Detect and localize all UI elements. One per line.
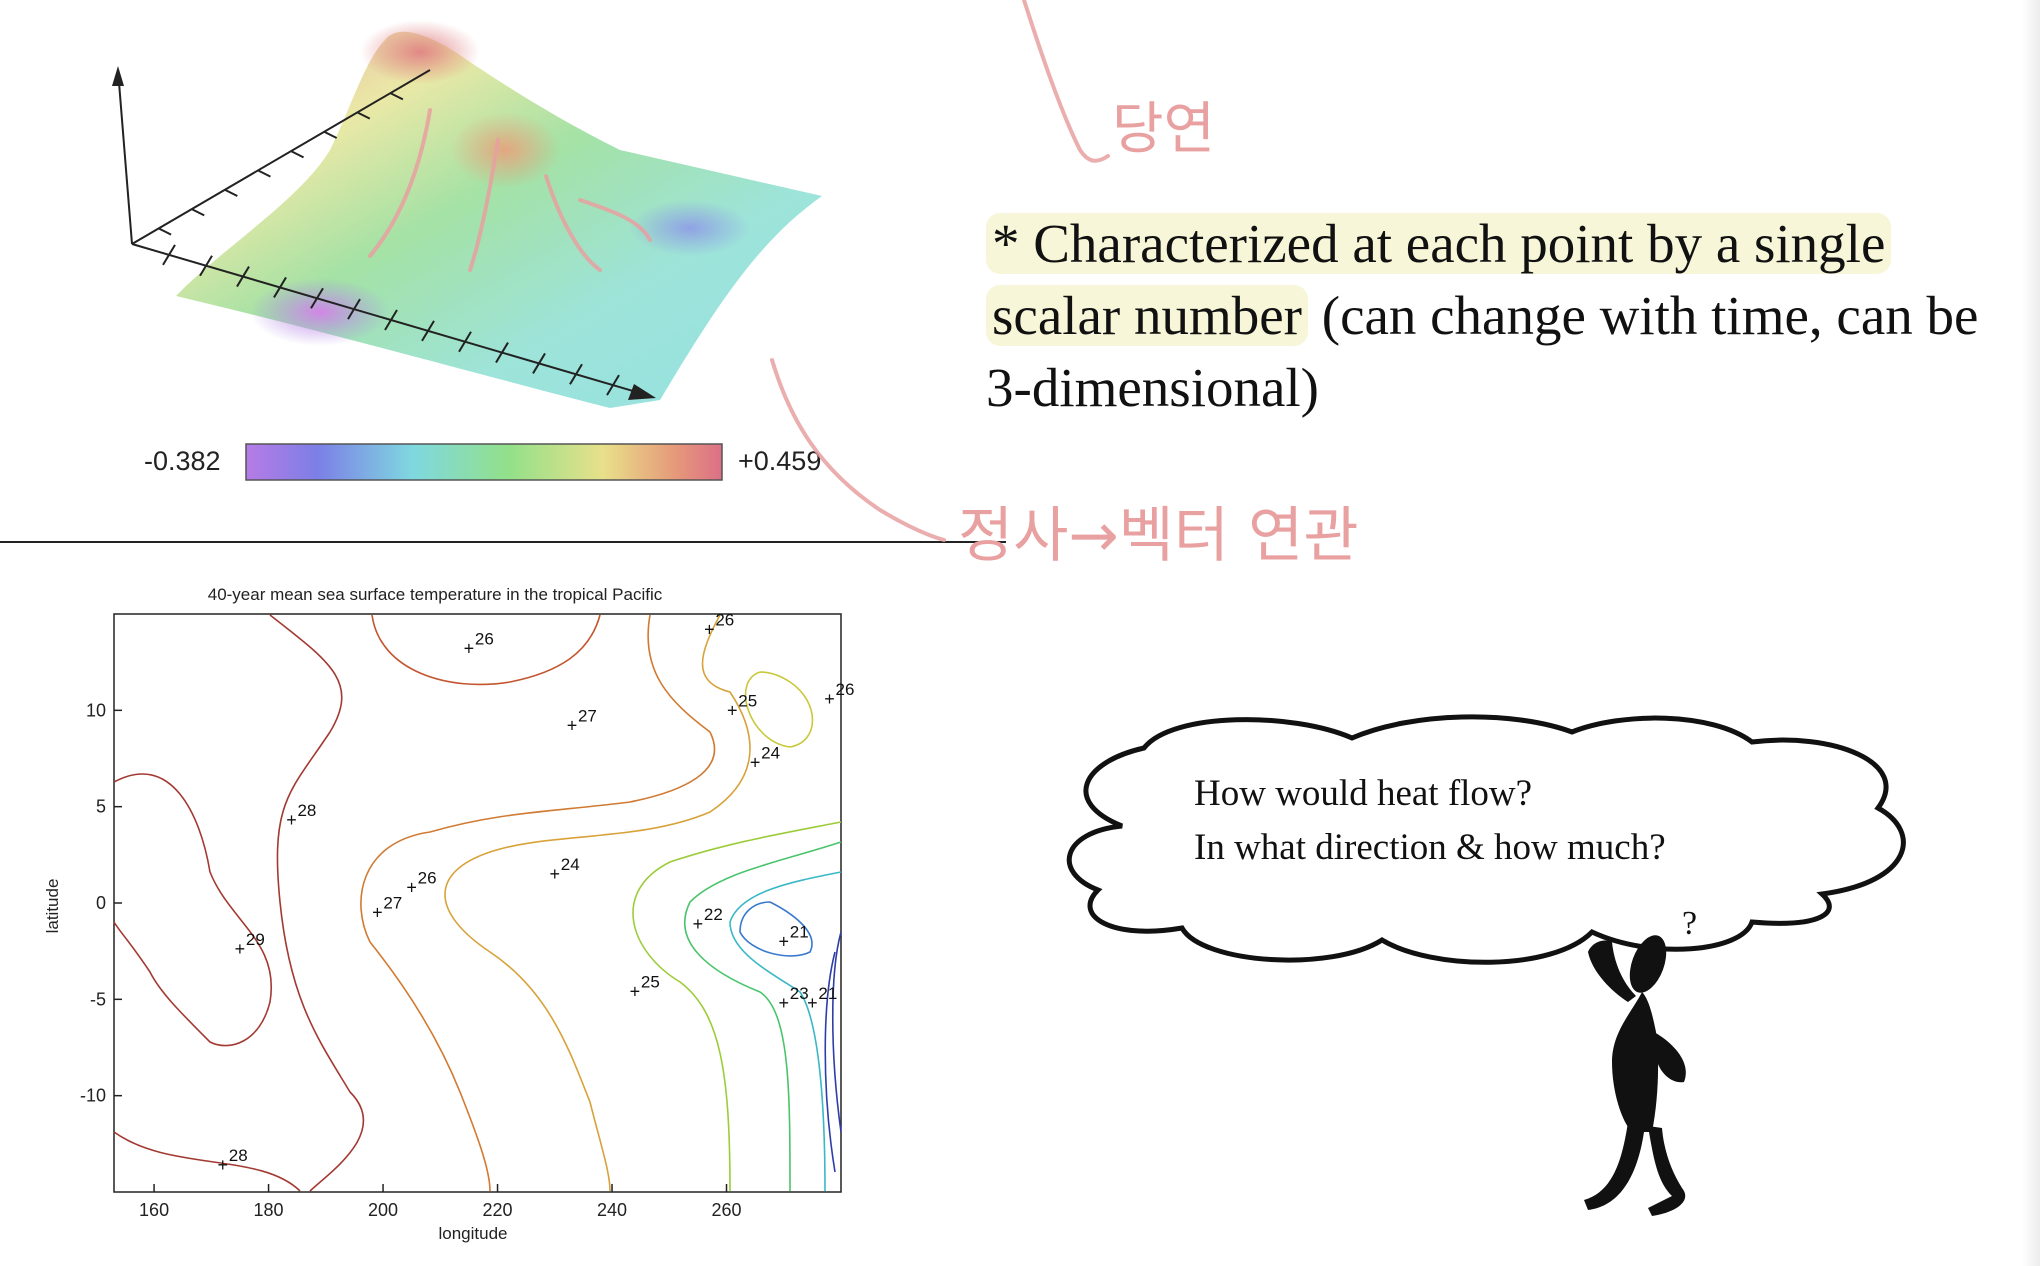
contour-label: 25 [738, 691, 757, 710]
contour-label: 24 [561, 855, 580, 874]
note-highlight-1: * Characterized at each point by a singl… [986, 213, 1892, 274]
contour-marker: + [464, 639, 475, 659]
contour-lines [113, 614, 842, 1192]
axis-tick [606, 374, 620, 396]
axis-tick [310, 287, 324, 309]
axis-tick [291, 150, 305, 159]
contour-label: 23 [790, 984, 809, 1003]
contour-label: 24 [761, 743, 780, 762]
y-tick-label: 0 [96, 893, 106, 913]
contour-label: 26 [836, 680, 855, 699]
cloud-text-line-1: How would heat flow? [1194, 773, 1533, 814]
x-tick-label: 160 [139, 1200, 169, 1220]
axis-tick [421, 320, 435, 342]
contour-marker: + [824, 689, 835, 709]
axis-tick [324, 131, 338, 139]
axis-tick [191, 208, 205, 217]
y-axis-label: latitude [43, 879, 62, 934]
note-bullet: * [992, 213, 1034, 274]
contour-label: 22 [704, 905, 723, 924]
contour-marker: + [406, 878, 417, 898]
x-axis-ticks: 160 180 200 220 240 260 [139, 1184, 742, 1220]
y-tick-label: -10 [80, 1086, 106, 1106]
contour-label: 28 [297, 801, 316, 820]
contour-marker: + [567, 716, 578, 736]
contour-marker: + [778, 993, 789, 1013]
handwriting-top: 당연 [1112, 97, 1215, 162]
axis-tick [236, 266, 250, 288]
scalar-field-surface-plot [112, 20, 822, 481]
contour-marker: + [750, 752, 761, 772]
contour-marker: + [807, 993, 818, 1013]
x-axis-label: longitude [438, 1224, 507, 1243]
axis-tick [569, 363, 583, 385]
cloud-text-line-2: In what direction & how much? [1194, 827, 1666, 868]
axis-tick [162, 244, 176, 266]
contour-label: 26 [418, 869, 437, 888]
page-edge-shadow [2022, 0, 2040, 1266]
contour-label: 26 [475, 630, 494, 649]
contour-label: 27 [578, 707, 597, 726]
axis-tick [273, 276, 287, 298]
x-tick-label: 180 [254, 1200, 284, 1220]
axis-tick [257, 169, 271, 178]
contour-label: 29 [246, 930, 265, 949]
axis-tick [390, 92, 404, 101]
contour-marker: + [727, 700, 738, 720]
handwriting-middle: 정사→벡터 연관 [958, 501, 1359, 571]
axis-tick [199, 255, 213, 277]
contour-labels: +26 +26+ 27 +25 +26+ 24+ 28+ 24+ 26+ 27+ 22+ 21+ 29+… [218, 610, 855, 1175]
axis-tick [458, 331, 472, 353]
contour-marker: + [693, 914, 704, 934]
x-tick-label: 240 [597, 1200, 627, 1220]
thought-cloud [1066, 714, 1906, 965]
axis-tick [347, 298, 361, 320]
contour-label: 25 [641, 973, 660, 992]
contour-marker: + [218, 1155, 229, 1175]
axis-tick [495, 342, 509, 364]
contour-marker: + [235, 939, 246, 959]
contour-marker: + [550, 864, 561, 884]
axis-tick [384, 309, 398, 331]
x-tick-label: 200 [368, 1200, 398, 1220]
contour-marker: + [704, 619, 715, 639]
contour-marker: + [286, 810, 297, 830]
section-divider [0, 541, 1006, 543]
contour-label: 27 [383, 894, 402, 913]
contour-label: 21 [790, 923, 809, 942]
thinking-cloud-figure: ? [1066, 714, 1906, 1216]
sst-contour-chart: 40-year mean sea surface temperature in … [43, 585, 855, 1243]
note-highlight-1-text: Characterized at each point by a single [1033, 213, 1886, 274]
contour-label: 28 [229, 1146, 248, 1165]
y-tick-label: 10 [86, 700, 106, 720]
y-tick-label: -5 [90, 989, 106, 1009]
colorbar-max-label: +0.459 [738, 446, 822, 476]
contour-marker: + [372, 903, 383, 923]
contour-label: 26 [715, 610, 734, 629]
note-rest: (can change with time, can be 3-dimensio… [986, 285, 1979, 418]
colorbar-min-label: -0.382 [144, 446, 221, 476]
chart-frame [113, 613, 842, 1193]
axis-tick [532, 352, 546, 374]
contour-label: 21 [818, 984, 837, 1003]
note-highlight-2: scalar number [986, 285, 1308, 346]
x-tick-label: 260 [711, 1200, 741, 1220]
x-tick-label: 220 [483, 1200, 513, 1220]
axis-tick [158, 227, 172, 236]
definition-note: * Characterized at each point by a singl… [986, 208, 2006, 424]
contour-marker: + [630, 982, 641, 1002]
chart-title: 40-year mean sea surface temperature in … [208, 585, 663, 604]
axis-tick [224, 189, 238, 197]
contour-marker: + [778, 932, 789, 952]
thinking-person [1584, 935, 1686, 1216]
question-mark: ? [1682, 905, 1697, 942]
axis-tick [357, 111, 371, 120]
y-tick-label: 5 [96, 797, 106, 817]
y-axis-ticks: 10 5 0 -5 -10 [80, 700, 122, 1106]
